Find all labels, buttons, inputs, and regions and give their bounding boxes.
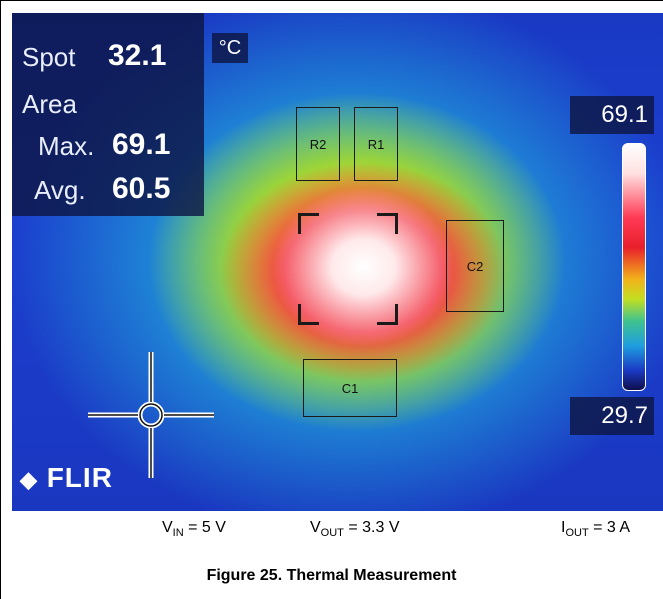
component-c2-outline: C2 bbox=[446, 220, 504, 312]
measurement-readout-panel: Spot 32.1 Area Max. 69.1 Avg. 60.5 bbox=[12, 13, 204, 216]
crosshair-icon bbox=[88, 352, 214, 478]
component-c1-label: C1 bbox=[341, 380, 359, 396]
component-c1-outline: C1 bbox=[303, 359, 397, 417]
flir-logo: ◆ FLIR bbox=[20, 462, 113, 494]
component-r1-label: R1 bbox=[367, 136, 385, 152]
component-c2-label: C2 bbox=[466, 258, 484, 274]
ic-package-outline bbox=[298, 213, 398, 325]
component-r2-outline: R2 bbox=[296, 107, 340, 181]
avg-value: 60.5 bbox=[112, 172, 171, 205]
area-label: Area bbox=[22, 89, 77, 119]
max-value: 69.1 bbox=[112, 128, 171, 161]
frame-left-border bbox=[0, 0, 1, 599]
scale-min-value: 29.7 bbox=[570, 397, 654, 435]
spot-value: 32.1 bbox=[108, 39, 167, 72]
frame-top-border bbox=[0, 0, 663, 1]
iout-condition: IOUT = 3 A bbox=[561, 519, 631, 540]
flir-logo-text: FLIR bbox=[46, 462, 113, 493]
spot-label: Spot bbox=[22, 42, 76, 72]
vin-condition: VIN = 5 V bbox=[162, 519, 226, 540]
avg-label: Avg. bbox=[34, 175, 86, 205]
temperature-color-scale bbox=[622, 143, 646, 391]
flir-emblem-icon: ◆ bbox=[20, 467, 38, 492]
temperature-unit: °C bbox=[212, 33, 248, 63]
max-label: Max. bbox=[38, 131, 95, 161]
vout-condition: VOUT = 3.3 V bbox=[310, 519, 400, 540]
component-r2-label: R2 bbox=[309, 136, 327, 152]
component-r1-outline: R1 bbox=[354, 107, 398, 181]
scale-max-value: 69.1 bbox=[570, 96, 654, 134]
figure-caption: Figure 25. Thermal Measurement bbox=[206, 567, 457, 584]
